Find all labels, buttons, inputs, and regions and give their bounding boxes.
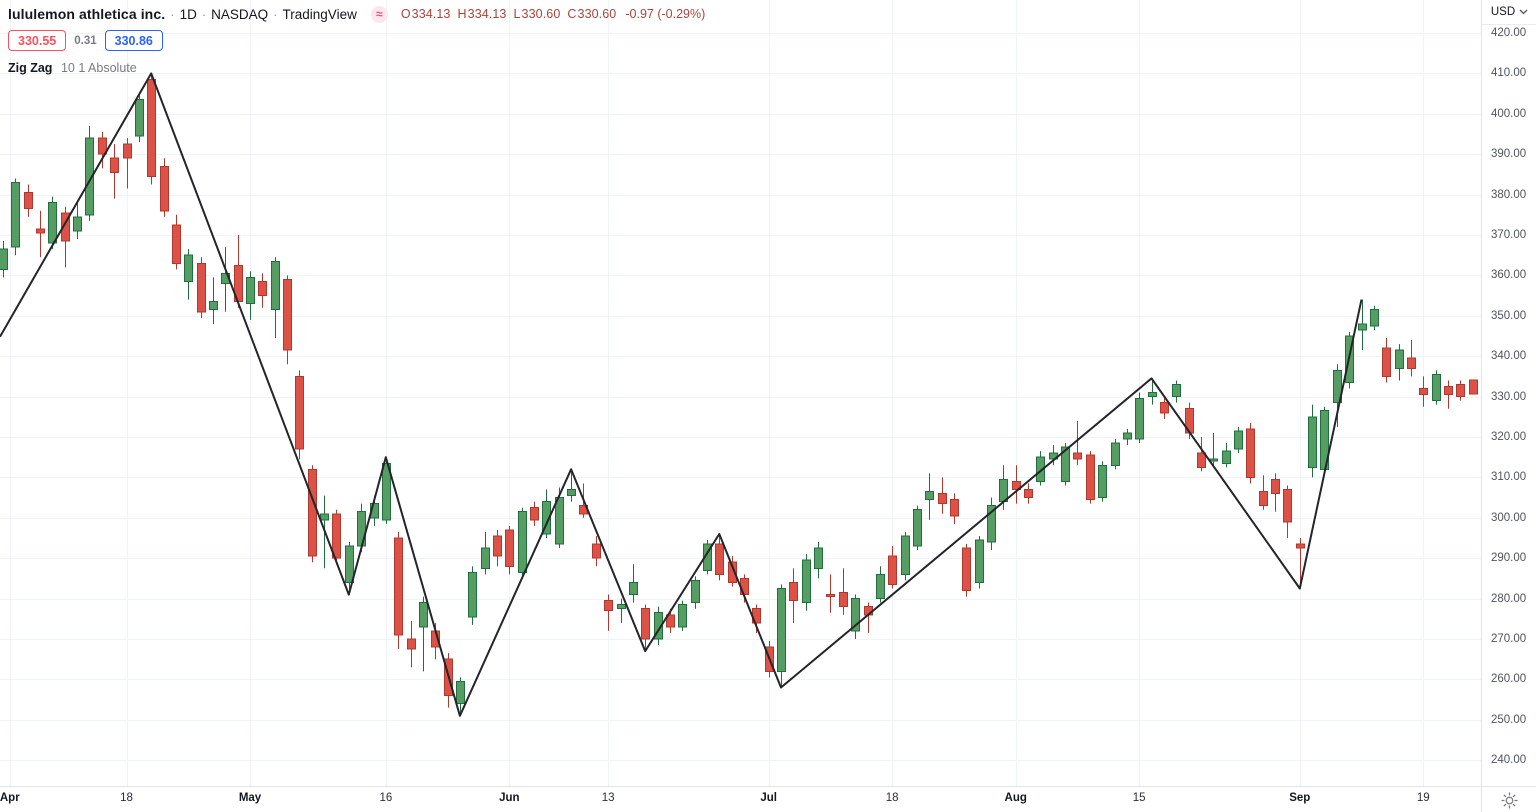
separator-dot: · (273, 6, 278, 22)
axis-settings-cell (1481, 786, 1536, 812)
change-value: -0.97 (-0.29%) (625, 7, 706, 21)
indicator-name[interactable]: Zig Zag (8, 61, 53, 75)
time-axis-label: 16 (379, 792, 393, 804)
price-axis-label: 300.00 (1491, 511, 1527, 524)
time-axis-label: 18 (120, 792, 133, 804)
zigzag-line (0, 72, 1363, 717)
price-axis[interactable]: USD 420.00 410.00 400.00 390.00 380.00 370.00… (1481, 0, 1536, 786)
price-axis-label: 350.00 (1491, 309, 1527, 322)
price-axis-label: 340.00 (1491, 350, 1527, 363)
price-axis-label: 400.00 (1491, 107, 1527, 120)
platform-label[interactable]: TradingView (282, 6, 357, 22)
time-axis-label: 15 (1132, 792, 1146, 804)
symbol-title[interactable]: lululemon athletica inc. (8, 6, 166, 22)
price-axis-label: 380.00 (1491, 188, 1527, 201)
high-label: H (457, 7, 467, 21)
time-axis-label: Aug (1004, 792, 1027, 804)
chevron-down-icon (1519, 9, 1528, 15)
time-axis-label: Sep (1289, 792, 1311, 804)
gear-icon[interactable] (1501, 791, 1518, 809)
open-value: 334.13 (411, 7, 451, 21)
delayed-data-icon[interactable]: ≈ (370, 5, 388, 23)
close-value: 330.60 (577, 7, 617, 21)
sell-button[interactable]: 330.55 (8, 30, 67, 51)
low-label: L (513, 7, 521, 21)
time-axis-label: Apr (0, 792, 20, 804)
time-axis-label: Jun (499, 792, 520, 804)
price-axis-label: 330.00 (1491, 390, 1527, 403)
time-axis-label: 18 (885, 792, 899, 804)
separator-dot: · (201, 6, 207, 22)
exchange-label: NASDAQ (211, 6, 269, 22)
indicator-params: 10 1 Absolute (60, 61, 137, 75)
time-axis-label: May (238, 792, 262, 804)
separator-dot: · (170, 6, 175, 22)
open-label: O (400, 7, 411, 21)
high-value: 334.13 (467, 7, 507, 21)
buy-sell-widget: 330.55 0.31 330.86 (8, 30, 705, 51)
price-axis-label: 270.00 (1491, 633, 1527, 645)
buy-button[interactable]: 330.86 (104, 30, 163, 51)
price-axis-label: 290.00 (1491, 552, 1527, 565)
price-axis-label: 280.00 (1491, 592, 1527, 605)
time-axis-label: 19 (1416, 792, 1430, 804)
spread-value: 0.31 (74, 34, 97, 47)
candlestick-chart[interactable]: lululemon athletica inc. · 1D · NASDAQ ·… (0, 0, 1481, 786)
price-axis-label: 320.00 (1491, 431, 1527, 443)
price-axis-label: 240.00 (1491, 754, 1527, 767)
symbol-legend-row: lululemon athletica inc. · 1D · NASDAQ ·… (8, 5, 705, 23)
currency-label: USD (1490, 6, 1516, 18)
time-axis-label: 13 (601, 792, 615, 804)
price-axis-label: 260.00 (1491, 673, 1527, 686)
price-axis-label: 250.00 (1491, 713, 1527, 726)
time-axis[interactable]: Apr 18 May 16 Jun 13 Jul 18 Aug 15 Sep 19 (0, 786, 1481, 812)
currency-selector[interactable]: USD (1482, 0, 1536, 25)
price-axis-label: 410.00 (1491, 67, 1527, 80)
indicator-legend[interactable]: Zig Zag 10 1 Absolute (8, 61, 705, 77)
time-axis-label: Jul (760, 792, 777, 804)
price-axis-label: 310.00 (1491, 471, 1527, 484)
price-axis-label: 420.00 (1491, 27, 1527, 39)
price-axis-label: 360.00 (1491, 269, 1527, 282)
close-label: C (567, 7, 577, 21)
ohlc-readout: O334.13 H334.13 L330.60 C330.60 (401, 7, 624, 21)
chart-canvas[interactable] (0, 0, 1481, 786)
price-axis-label: 370.00 (1491, 229, 1527, 241)
chart-legend: lululemon athletica inc. · 1D · NASDAQ ·… (8, 5, 705, 77)
interval-label[interactable]: 1D (179, 6, 197, 22)
low-value: 330.60 (521, 7, 561, 21)
price-axis-label: 390.00 (1491, 148, 1527, 161)
